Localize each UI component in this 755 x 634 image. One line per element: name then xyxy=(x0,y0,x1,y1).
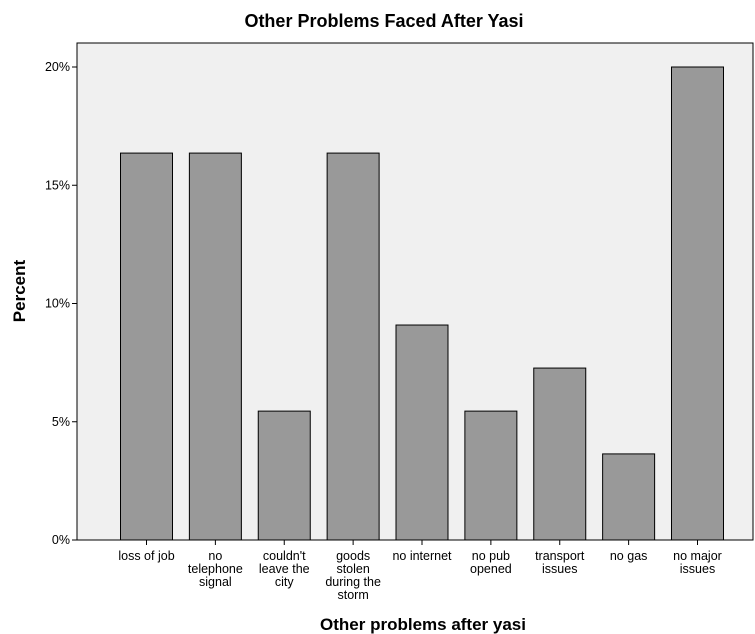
x-tick-label: no telephone signal xyxy=(188,549,243,589)
bar xyxy=(671,66,724,541)
x-tick-label: couldn't leave the city xyxy=(259,549,310,589)
y-axis-title: Percent xyxy=(10,259,29,322)
y-tick-label: 10% xyxy=(45,297,70,311)
bar xyxy=(533,367,587,541)
x-tick-label: loss of job xyxy=(118,549,174,563)
bar xyxy=(257,410,311,541)
x-axis: loss of job no telephone signal couldn't leav… xyxy=(118,540,722,602)
y-tick-label: 0% xyxy=(52,533,70,547)
x-tick-label: no major issues xyxy=(673,549,722,576)
bar xyxy=(326,152,380,541)
bar xyxy=(188,152,242,541)
x-tick-label: no gas xyxy=(610,549,648,563)
x-tick-label: no pub opened xyxy=(470,549,512,576)
y-axis: 0% 5% 10% 15% 20% xyxy=(45,60,77,547)
y-tick-label: 20% xyxy=(45,60,70,74)
y-tick-label: 15% xyxy=(45,178,70,192)
bars xyxy=(120,66,724,541)
chart-title: Other Problems Faced After Yasi xyxy=(244,11,523,31)
x-tick-label: goods stolen during the storm xyxy=(325,549,381,602)
x-tick-label: transport issues xyxy=(535,549,585,576)
x-axis-title: Other problems after yasi xyxy=(320,615,526,634)
y-tick-label: 5% xyxy=(52,415,70,429)
bar xyxy=(464,410,518,541)
bar xyxy=(602,453,656,541)
bar xyxy=(395,324,449,541)
x-tick-label: no internet xyxy=(392,549,452,563)
bar xyxy=(120,152,173,541)
